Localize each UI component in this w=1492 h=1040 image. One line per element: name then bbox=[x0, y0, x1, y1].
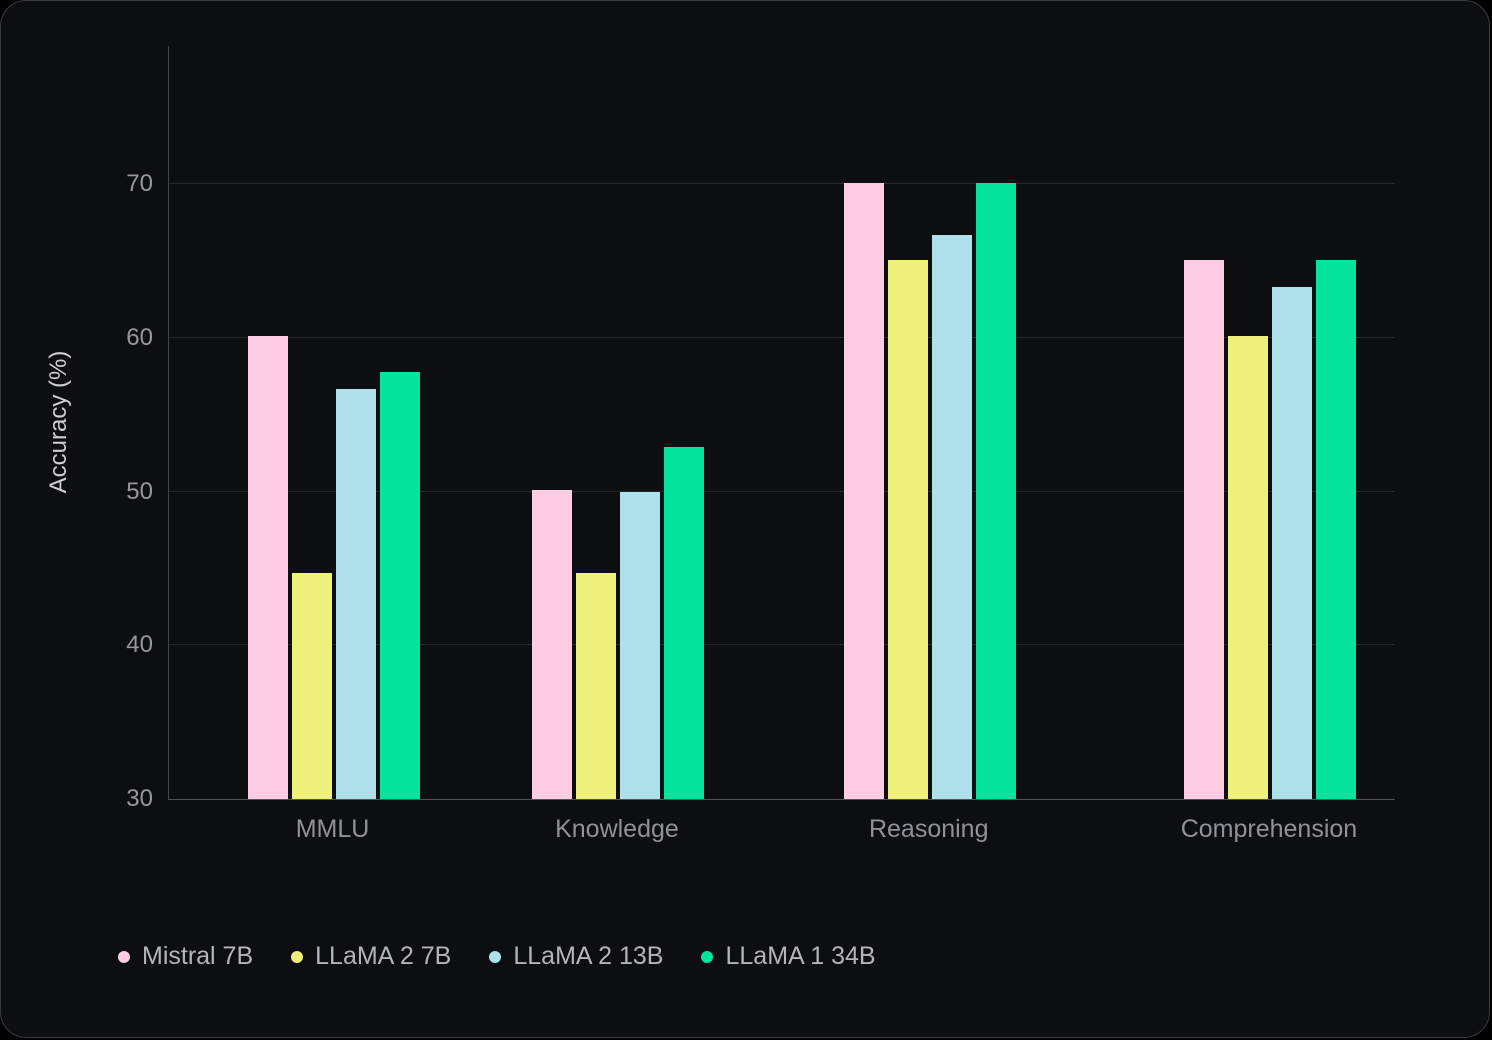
bar-group-knowledge bbox=[531, 447, 704, 799]
gridline-60 bbox=[169, 336, 1395, 338]
bar-llama-2-7b-knowledge bbox=[575, 573, 616, 799]
bar-llama-2-7b-comprehension bbox=[1227, 336, 1268, 799]
bar-mistral-7b-reasoning bbox=[843, 182, 884, 799]
legend-item-llama-2-13b[interactable]: LLaMA 2 13B bbox=[489, 942, 663, 971]
y-axis-title: Accuracy (%) bbox=[45, 350, 72, 494]
plot-area bbox=[168, 46, 1395, 800]
bar-llama-1-34b-comprehension bbox=[1315, 259, 1356, 799]
legend-label: Mistral 7B bbox=[142, 942, 254, 970]
bar-llama-2-13b-mmlu bbox=[335, 388, 376, 799]
y-tick-label-60: 60 bbox=[126, 323, 153, 351]
bar-llama-2-7b-mmlu bbox=[291, 573, 332, 799]
legend-swatch-icon bbox=[291, 950, 304, 963]
legend-item-llama-1-34b[interactable]: LLaMA 1 34B bbox=[701, 942, 876, 971]
bar-llama-1-34b-reasoning bbox=[975, 182, 1016, 799]
x-category-label-comprehension: Comprehension bbox=[1180, 815, 1358, 843]
bar-mistral-7b-knowledge bbox=[531, 490, 572, 799]
legend-swatch-icon bbox=[701, 950, 714, 963]
bar-group-comprehension bbox=[1183, 259, 1356, 799]
gridline-50 bbox=[169, 490, 1395, 492]
legend-swatch-icon bbox=[489, 950, 502, 963]
legend-label: LLaMA 2 13B bbox=[513, 942, 664, 970]
legend-label: LLaMA 1 34B bbox=[725, 942, 876, 970]
bar-group-reasoning bbox=[843, 182, 1016, 799]
gridline-70 bbox=[169, 183, 1395, 185]
gridline-40 bbox=[169, 644, 1395, 646]
bar-mistral-7b-comprehension bbox=[1183, 259, 1224, 799]
y-tick-label-40: 40 bbox=[126, 631, 153, 659]
bar-mistral-7b-mmlu bbox=[247, 336, 288, 799]
bar-llama-2-13b-reasoning bbox=[931, 235, 972, 799]
y-tick-label-70: 70 bbox=[126, 170, 153, 198]
x-category-label-knowledge: Knowledge bbox=[555, 815, 679, 843]
bar-llama-1-34b-knowledge bbox=[663, 447, 704, 799]
legend: Mistral 7B LLaMA 2 7B LLaMA 2 13B LLaMA 1 3… bbox=[118, 942, 876, 971]
bar-llama-2-7b-reasoning bbox=[887, 259, 928, 799]
x-category-label-mmlu: MMLU bbox=[295, 815, 370, 843]
legend-item-llama-2-7b[interactable]: LLaMA 2 7B bbox=[291, 942, 451, 971]
bar-llama-2-13b-knowledge bbox=[619, 491, 660, 799]
x-category-label-reasoning: Reasoning bbox=[868, 815, 989, 843]
bar-group-mmlu bbox=[247, 336, 420, 799]
bar-llama-2-13b-comprehension bbox=[1271, 287, 1312, 799]
legend-item-mistral-7b[interactable]: Mistral 7B bbox=[118, 942, 253, 971]
legend-label: LLaMA 2 7B bbox=[315, 942, 452, 970]
legend-swatch-icon bbox=[118, 950, 130, 963]
bar-llama-1-34b-mmlu bbox=[379, 371, 420, 799]
y-tick-label-30: 30 bbox=[126, 785, 153, 812]
y-tick-label-50: 50 bbox=[126, 477, 153, 505]
